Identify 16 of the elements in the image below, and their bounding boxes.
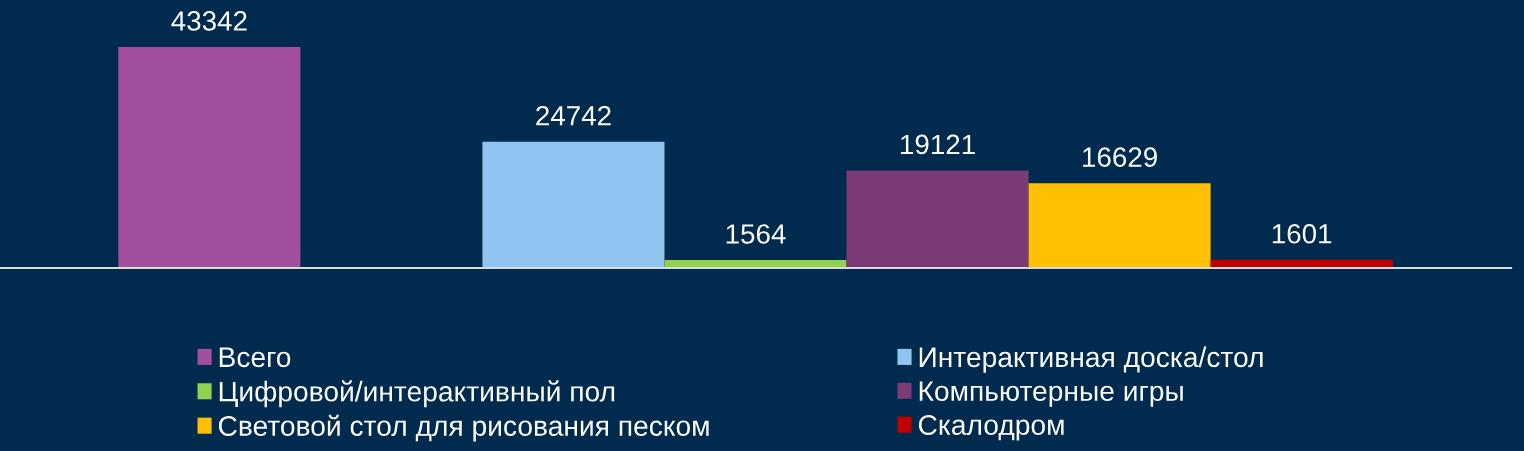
data-label: 24742 [536, 105, 611, 126]
bar [846, 170, 1029, 268]
legend-label: Цифровой/интерактивный пол [219, 380, 615, 408]
bar [482, 141, 665, 268]
legend-label: Световой стол для рисования песком [218, 414, 709, 442]
data-label: 43342 [171, 11, 247, 31]
bar [118, 47, 301, 268]
data-label: 1564 [726, 224, 786, 244]
data-label: 19121 [901, 134, 975, 155]
legend-label: Скалодром [918, 415, 1064, 441]
bar [1028, 183, 1211, 268]
legend-label: Интерактивная доска/стол [919, 346, 1263, 373]
data-label: 16629 [1083, 147, 1157, 167]
legend-label: Всего [219, 347, 291, 368]
legend-label: Компьютерные игры [919, 381, 1183, 407]
data-label: 1601 [1272, 223, 1332, 244]
